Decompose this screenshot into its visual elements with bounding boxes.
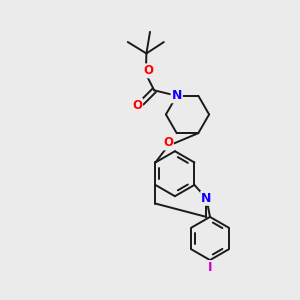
Text: N: N [201, 192, 212, 205]
Text: O: O [163, 136, 173, 149]
Text: O: O [143, 64, 153, 77]
Text: O: O [132, 99, 142, 112]
Text: I: I [208, 261, 212, 274]
Text: N: N [172, 89, 182, 102]
